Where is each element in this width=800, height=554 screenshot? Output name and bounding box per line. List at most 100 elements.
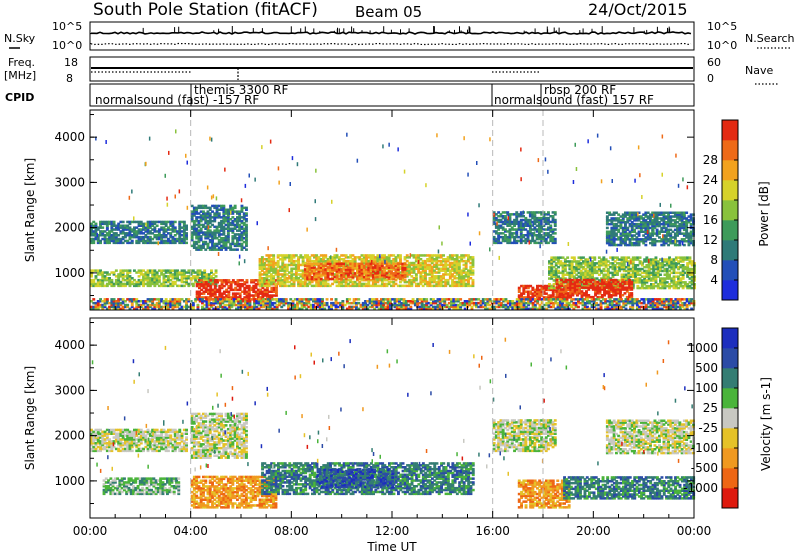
heatmap-cell [182,284,186,288]
heatmap-cell [196,277,200,280]
heatmap-cell [410,275,414,278]
heatmap-cell [575,265,579,269]
heatmap-cell [542,237,546,241]
heatmap-cell [622,260,626,263]
heatmap-cell [611,284,615,288]
heatmap-cell [133,278,136,282]
heatmap-cell [612,211,616,214]
heatmap-cell [288,277,291,280]
heatmap-cell [119,230,123,233]
heatmap-cell [605,241,609,245]
heatmap-cell [674,275,678,278]
heatmap-cell [654,265,658,269]
heatmap-cell [424,259,427,263]
heatmap-cell [190,238,194,242]
heatmap-cell [635,222,639,226]
heatmap-cell [270,294,274,297]
heatmap-cell [685,234,689,237]
heatmap-cell [401,266,405,269]
heatmap-cell [335,254,339,257]
heatmap-cell [92,224,96,227]
heatmap-cell [126,226,130,229]
heatmap-cell [674,265,678,269]
heatmap-cell [108,241,111,245]
heatmap-cell [319,262,323,266]
heatmap-cell [164,278,168,282]
heatmap-cell [630,234,634,237]
heatmap-cell [265,254,269,257]
heatmap-cell [538,218,541,222]
heatmap-cell [640,284,644,288]
heatmap-cell [108,234,111,237]
heatmap-cell [240,237,244,240]
heatmap-cell [308,277,312,281]
heatmap-cell [572,258,576,261]
heatmap-cell [126,282,130,286]
heatmap-cell [213,296,217,299]
heatmap-cell [669,238,673,241]
heatmap-cell [506,222,510,226]
heatmap-cell [238,218,242,221]
heatmap-cell [119,275,123,278]
heatmap-cell [531,213,535,216]
heatmap-cell [374,275,377,279]
heatmap-cell [358,277,362,281]
heatmap-cell [306,284,310,288]
heatmap-cell [133,220,136,224]
heatmap-cell [112,241,116,245]
heatmap-cell [199,223,203,227]
heatmap-cell [281,269,285,272]
heatmap-cell [167,228,170,231]
heatmap-cell [547,232,550,235]
heatmap-cell [630,213,634,216]
heatmap-cell [222,296,226,299]
heatmap-cell [579,271,583,275]
heatmap-cell [552,271,556,275]
heatmap-cell [292,254,296,257]
heatmap-cell [587,280,591,284]
heatmap-cell [146,280,150,284]
heatmap-cell [195,237,199,240]
heatmap-cell [371,275,375,279]
heatmap-cell [646,234,650,237]
heatmap-cell [173,228,177,231]
heatmap-cell [528,232,532,235]
heatmap-cell [347,263,350,267]
heatmap-cell [659,283,662,286]
heatmap-cell [171,222,175,226]
heatmap-cell [243,281,247,284]
heatmap-cell [220,233,223,236]
heatmap-cell [279,277,282,280]
heatmap-cell [290,278,294,282]
heatmap-cell [535,216,539,220]
heatmap-cell [639,222,643,226]
heatmap-cell [647,284,651,288]
heatmap-cell [358,272,362,275]
heatmap-cell [195,246,199,249]
heatmap-cell [453,275,457,278]
heatmap-cell [548,265,551,269]
heatmap-cell [681,271,685,275]
heatmap-cell [557,262,560,265]
heatmap-cell [604,264,608,267]
heatmap-cell [627,256,631,259]
heatmap-cell [667,222,670,226]
heatmap-cell [439,263,443,267]
heatmap-cell [254,286,258,290]
heatmap-cell [563,264,567,267]
heatmap-cell [225,296,228,299]
heatmap-cell [610,236,614,239]
heatmap-cell [609,281,613,284]
heatmap-cell [690,286,694,290]
heatmap-cell [124,278,127,282]
heatmap-cell [335,277,339,281]
heatmap-cell [437,256,441,259]
heatmap-cell [331,270,334,273]
heatmap-cell [649,215,652,218]
heatmap-cell [538,296,542,299]
heatmap-cell [310,275,314,279]
heatmap-cell [494,226,498,229]
heatmap-cell [635,226,639,230]
heatmap-cell [392,266,396,269]
heatmap-cell [683,265,687,269]
